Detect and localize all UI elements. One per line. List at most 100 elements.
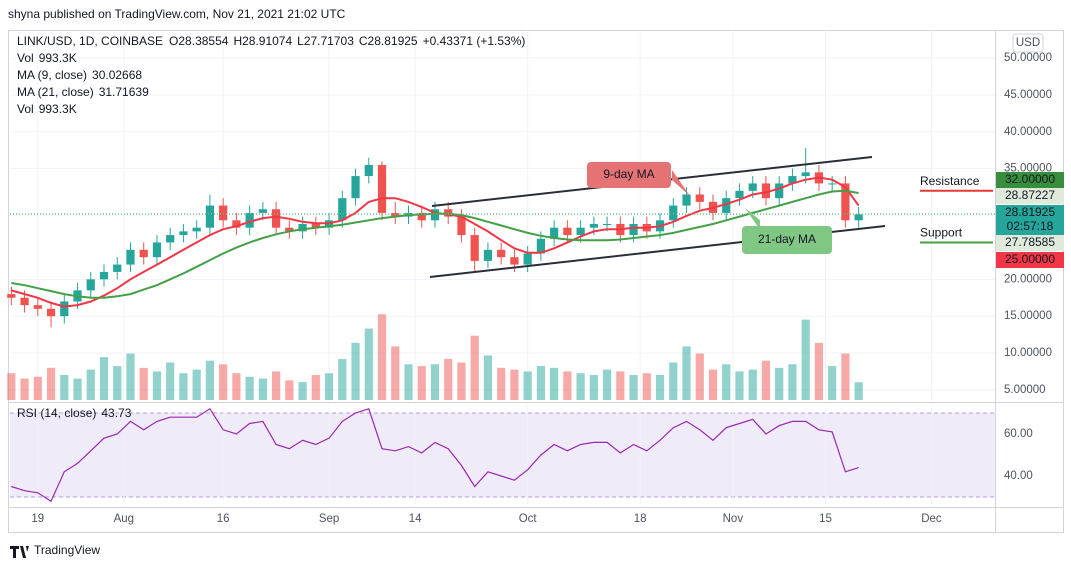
candle-body [232, 220, 241, 228]
candle-body [377, 164, 387, 213]
candle-body [801, 172, 810, 177]
candle-body [854, 214, 863, 221]
candle-body [298, 223, 307, 232]
volume-bar [497, 367, 506, 400]
volume-bar [788, 364, 797, 400]
overlay: Resistance Support 9-day MA 21-day MA 32.000… [17, 34, 1064, 420]
candle-body [258, 209, 267, 213]
candle-body [457, 216, 466, 236]
volume-bar [33, 376, 42, 400]
rsi-line [11, 407, 859, 503]
candle-body [311, 223, 320, 228]
frame [8, 30, 1064, 533]
price-label: 27.78585 [1005, 235, 1055, 249]
level-label: Support [920, 226, 963, 240]
price-label: 28.81925 [1005, 205, 1055, 219]
candle-body [166, 235, 175, 243]
candle-body [761, 183, 771, 199]
candle-body [775, 183, 784, 199]
candle-body [483, 249, 493, 261]
candle-body [205, 205, 215, 228]
volume-bar [391, 346, 400, 400]
panes: 19 Aug 16 Sep 14 Oct 18 Nov 15 Dec 5.00000 10.00000… [7, 30, 1052, 525]
volume-bar [510, 369, 519, 400]
volume-bar [139, 367, 148, 400]
candle-body [113, 264, 122, 272]
annotation-box [742, 226, 832, 254]
candle-body [576, 227, 585, 236]
volume-bar [179, 373, 188, 400]
legend-text: H28.91074 [233, 34, 292, 48]
volume-bar [192, 369, 201, 400]
countdown: 02:57:18 [1007, 219, 1054, 233]
candle-body [722, 198, 731, 213]
volume-bar [761, 360, 771, 400]
candle-body [550, 227, 559, 239]
currency-button[interactable] [1012, 33, 1044, 53]
volume-bar [536, 366, 545, 400]
volume-bar [7, 373, 16, 400]
x-tick-label: 15 [819, 513, 832, 525]
logo: TradingView [10, 543, 100, 558]
volume-bar [298, 382, 307, 400]
candle-body [33, 305, 42, 309]
x-tick-label: Sep [319, 513, 339, 525]
volume-bar [99, 357, 109, 400]
volume-bar [854, 382, 863, 400]
candle-body [179, 231, 188, 236]
volume-bar [602, 369, 612, 400]
volume-bar [166, 362, 175, 400]
annotation-text: 21-day MA [758, 232, 816, 246]
rsi-band [10, 412, 995, 498]
currency: USD [1016, 37, 1040, 49]
volume-bar [841, 353, 850, 400]
annotation-box [587, 162, 671, 188]
legend-text: RSI (14, close) [17, 406, 96, 420]
y-tick-label: 10.00000 [1004, 347, 1052, 359]
volume-bar [563, 371, 572, 400]
volume-bar [364, 328, 373, 400]
logo-mark [10, 546, 29, 558]
volume-bar [73, 378, 82, 400]
volume-bar [722, 364, 731, 400]
candle-body [510, 257, 519, 265]
price-label: 32.00000 [1005, 172, 1055, 186]
candle-body [364, 164, 373, 177]
volume-bar [682, 346, 691, 400]
rsi-tick-label: 60.00 [1004, 428, 1033, 440]
y-tick-label: 45.00000 [1004, 89, 1052, 101]
legend-text: 31.71639 [99, 85, 149, 99]
candle-body [430, 209, 440, 221]
candle-body [682, 194, 691, 206]
annotation-pointer [672, 170, 690, 196]
y-tick-label: 5.00000 [1004, 384, 1046, 396]
candle-body [219, 205, 228, 221]
y-tick-label: 15.00000 [1004, 310, 1052, 322]
legend-text: 43.73 [101, 406, 131, 420]
volume-bar [46, 367, 56, 400]
volume-bar [775, 367, 784, 400]
candle-body [86, 279, 95, 291]
volume-bar [20, 378, 29, 400]
volume-bar [152, 371, 162, 400]
volume-bar [245, 376, 254, 400]
volume-bar [708, 369, 718, 400]
price-label: 25.00000 [1005, 252, 1055, 266]
candle-body [629, 223, 638, 236]
candle-body [470, 235, 479, 261]
x-tick-label: Nov [723, 513, 744, 525]
candle-body [152, 242, 162, 258]
candle-body [788, 176, 797, 184]
candle-body [523, 253, 532, 265]
rsi-tick-label: 40.00 [1004, 470, 1033, 482]
y-tick-label: 20.00000 [1004, 273, 1052, 285]
legend-text: 30.02668 [92, 68, 142, 82]
y-tick-label: 35.00000 [1004, 163, 1052, 175]
candle-body [748, 183, 757, 191]
legend-text: MA (9, close) [17, 68, 87, 82]
volume-bar [655, 375, 665, 400]
legend-text: LINK/USD, 1D, COINBASE [17, 34, 163, 48]
volume-bar [814, 342, 824, 400]
x-tick-label: Aug [114, 513, 134, 525]
